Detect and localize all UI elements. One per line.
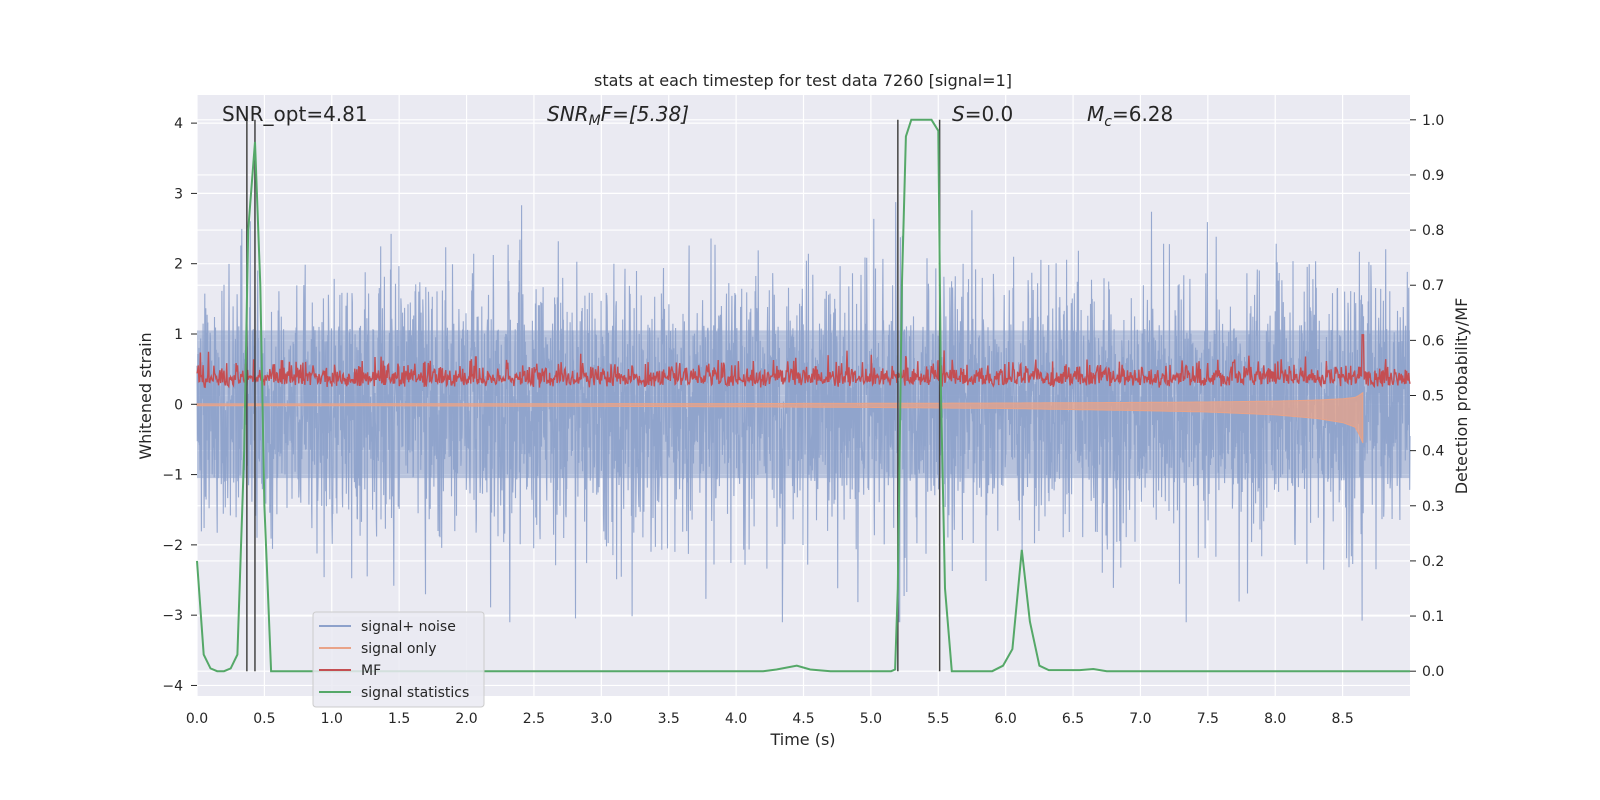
x-tick-label: 3.0 <box>590 711 612 727</box>
x-tick-label: 0.0 <box>186 711 208 727</box>
y-tick-label-left: −4 <box>162 678 183 694</box>
annotation-mc: Mc=6.28 <box>1087 102 1173 130</box>
x-tick-label: 4.0 <box>725 711 747 727</box>
x-tick-label: 6.0 <box>995 711 1017 727</box>
y-tick-label-right: 0.3 <box>1422 499 1444 515</box>
x-axis-label: Time (s) <box>769 730 835 749</box>
annotation-mc-suffix: =6.28 <box>1112 102 1173 126</box>
annotation-mc-sub: c <box>1104 114 1112 130</box>
annotation-s: S=0.0 <box>952 102 1013 126</box>
y-axis-left-label: Whitened strain <box>136 332 155 459</box>
mf-series <box>196 334 1411 389</box>
signal-only-envelope <box>196 391 1364 444</box>
y-tick-label-left: 2 <box>174 257 183 273</box>
y-tick-label-left: −3 <box>162 608 183 624</box>
y-tick-label-right: 0.7 <box>1422 278 1444 294</box>
legend-label-mf: MF <box>361 663 381 679</box>
x-tick-label: 7.0 <box>1129 711 1151 727</box>
annotation-snr-mf-prefix: SNR <box>547 102 589 126</box>
y-tick-label-right: 1.0 <box>1422 113 1444 129</box>
signal-statistics-series <box>196 118 1410 673</box>
signal-only-series <box>196 391 1364 444</box>
y-tick-label-right: 0.5 <box>1422 389 1444 405</box>
x-tick-label: 1.5 <box>388 711 410 727</box>
y-tick-label-right: 0.4 <box>1422 444 1444 460</box>
x-tick-label: 5.0 <box>860 711 882 727</box>
annotation-snr-opt: SNR_opt=4.81 <box>222 102 368 126</box>
y-tick-label-left: 1 <box>174 327 183 343</box>
y-tick-label-right: 0.8 <box>1422 223 1444 239</box>
y-axis-right-label: Detection probability/MF <box>1452 298 1471 495</box>
axis-ticks: 0.0 0.5 1.0 1.5 2.0 2.5 3.0 3.5 4.0 4.5 5.0 5.5 6.0 6… <box>162 113 1444 727</box>
legend-box <box>312 611 485 708</box>
y-tick-label-left: −1 <box>162 468 183 484</box>
legend-label-signal-only: signal only <box>361 641 436 657</box>
x-tick-label: 8.5 <box>1331 711 1353 727</box>
x-tick-label: 1.0 <box>321 711 343 727</box>
chart-title: stats at each timestep for test data 726… <box>594 71 1012 90</box>
legend-label-signal-statistics: signal statistics <box>361 685 469 701</box>
x-tick-label: 3.5 <box>658 711 680 727</box>
x-tick-label: 2.0 <box>455 711 477 727</box>
y-tick-label-left: 4 <box>174 116 183 132</box>
y-tick-label-right: 0.9 <box>1422 168 1444 184</box>
annotation-mc-prefix: M <box>1087 102 1104 126</box>
x-tick-label: 5.5 <box>927 711 949 727</box>
y-tick-label-left: −2 <box>162 538 183 554</box>
x-tick-label: 6.5 <box>1062 711 1084 727</box>
y-tick-label-right: 0.2 <box>1422 554 1444 570</box>
annotation-snr-mf-sub: M <box>589 113 601 129</box>
x-tick-label: 4.5 <box>792 711 814 727</box>
x-tick-label: 2.5 <box>523 711 545 727</box>
x-tick-label: 8.0 <box>1264 711 1286 727</box>
mf-line <box>196 334 1411 389</box>
x-tick-label: 0.5 <box>253 711 275 727</box>
signal-statistics-line <box>196 118 1410 673</box>
y-tick-label-right: 0.0 <box>1422 664 1444 680</box>
y-tick-label-right: 0.1 <box>1422 609 1444 625</box>
annotation-snr-mf-suffix: F=[5.38] <box>601 102 689 126</box>
annotation-s-prefix: S <box>952 102 965 126</box>
y-tick-label-left: 3 <box>174 186 183 202</box>
y-tick-label-right: 0.6 <box>1422 333 1444 349</box>
annotation-s-suffix: =0.0 <box>965 102 1014 126</box>
annotation-snr-mf: SNRMF=[5.38] <box>547 102 689 129</box>
y-tick-label-left: 0 <box>174 397 183 413</box>
legend: signal+ noise signal only MF signal stat… <box>312 611 485 708</box>
legend-label-signal-noise: signal+ noise <box>361 619 456 635</box>
x-tick-label: 7.5 <box>1197 711 1219 727</box>
